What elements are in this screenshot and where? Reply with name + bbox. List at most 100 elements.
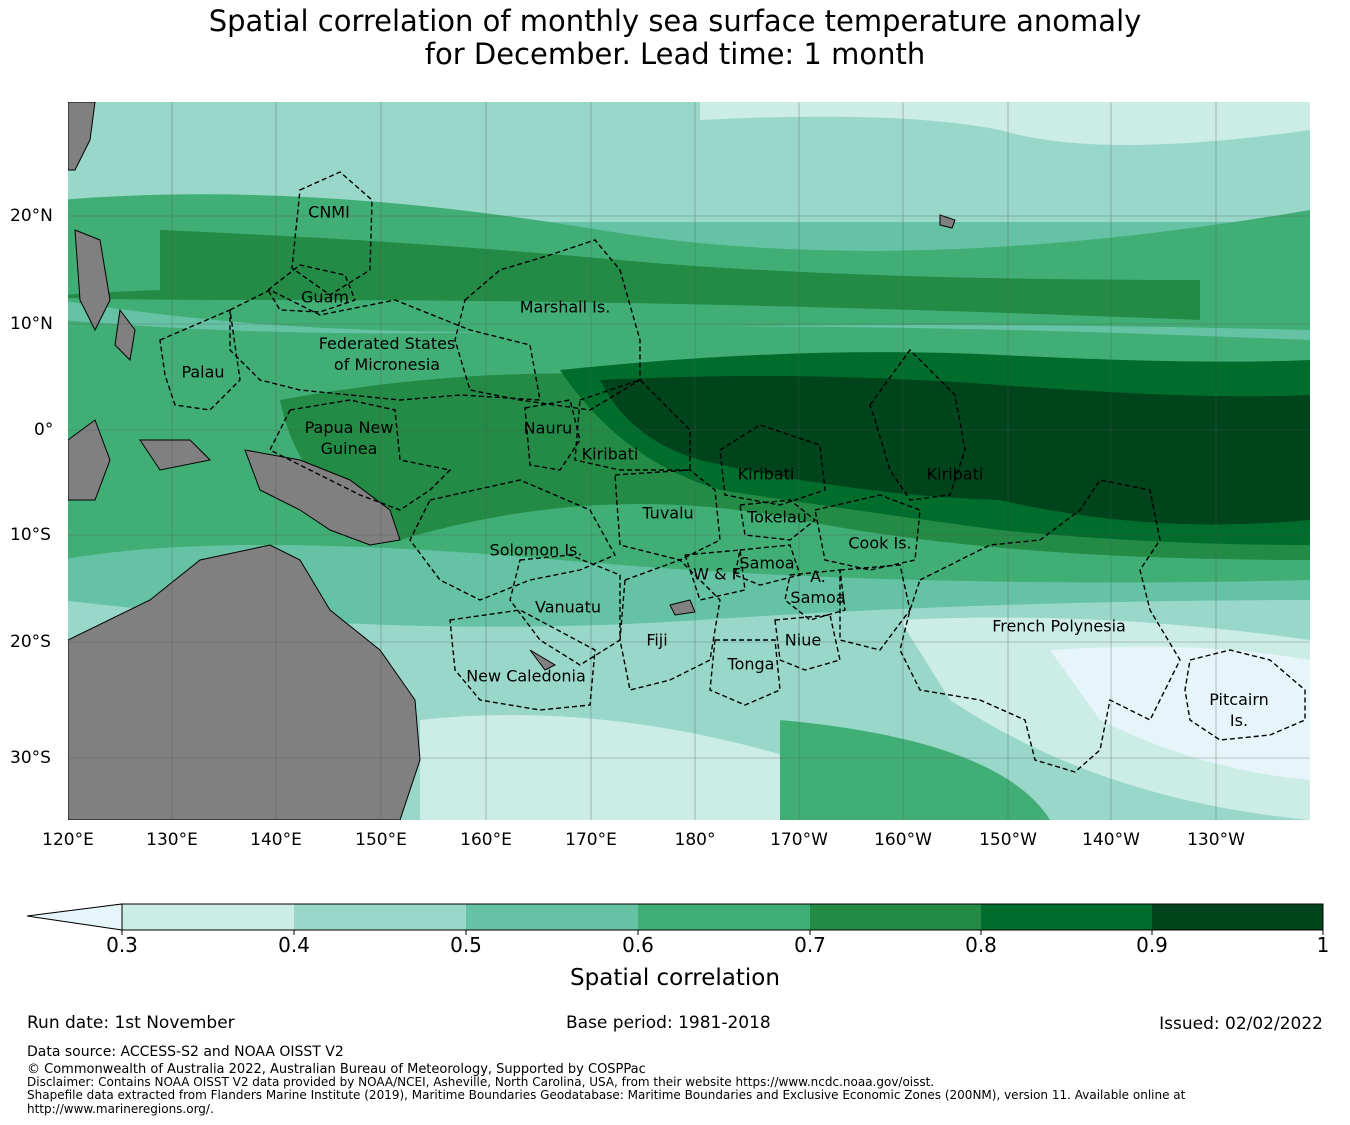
eez-kiribati-line [869, 348, 966, 501]
region-label-fsm: Federated States of Micronesia [318, 334, 456, 374]
halmahera-land [139, 439, 212, 471]
eez-samoa [734, 544, 801, 586]
eez-palau [159, 308, 241, 411]
colorbar-bin-0.3 [122, 904, 294, 930]
title-line-1: Spatial correlation of monthly sea surfa… [208, 4, 1142, 38]
x-tick-180: 180° [674, 830, 716, 850]
region-label-samoa: Samoa [739, 553, 795, 573]
region-label-marshall: Marshall Is. [519, 297, 611, 317]
colorbar-tick-0.6: 0.6 [622, 933, 654, 957]
region-label-kiribati-gilbert: Kiribati [581, 444, 639, 464]
colorbar-frame [121, 903, 1324, 931]
region-label-tuvalu: Tuvalu [642, 503, 694, 523]
region-label-niue: Niue [784, 630, 822, 650]
region-label-solomon: Solomon Is. [489, 540, 583, 560]
y-tick-10n: 10°N [10, 314, 53, 334]
x-tick-170w: 170°W [770, 830, 828, 850]
sst-band-s-mid [780, 720, 1050, 820]
region-label-tonga: Tonga [727, 654, 775, 674]
new-caledonia-land [529, 649, 557, 671]
eez-tonga [709, 639, 781, 706]
x-tick-120e: 120°E [42, 830, 94, 850]
y-tick-0: 0° [34, 420, 54, 440]
eez-kiribati-gilbert [574, 379, 691, 471]
region-label-wallis-futuna: W & F [693, 564, 741, 584]
borneo-sulawesi-land [68, 419, 111, 501]
map-area [68, 102, 1310, 820]
eez-guam [267, 264, 356, 313]
colorbar-tick-0.9: 0.9 [1136, 933, 1168, 957]
shapefile-url: http://www.marineregions.org/. [27, 1102, 214, 1116]
eez-new-caledonia [449, 609, 596, 711]
region-label-tokelau: Tokelau [747, 507, 807, 527]
region-label-american-samoa: A. Samoa [790, 567, 846, 607]
x-tick-130w: 130°W [1187, 830, 1245, 850]
colorbar-bin-0.4 [294, 904, 466, 930]
issued-date: Issued: 02/02/2022 [1159, 1014, 1323, 1034]
title-line-2: for December. Lead time: 1 month [424, 37, 926, 71]
sst-band-se-low [1050, 646, 1310, 780]
copyright: © Commonwealth of Australia 2022, Austra… [27, 1062, 646, 1077]
mindanao-land [114, 308, 136, 362]
x-tick-150e: 150°E [355, 830, 407, 850]
eez-vanuatu [509, 554, 621, 666]
region-label-cnmi: CNMI [308, 202, 350, 222]
shapefile-credit: Shapefile data extracted from Flanders M… [27, 1088, 1186, 1102]
region-label-png: Papua New Guinea [304, 418, 394, 458]
colorbar-tick-0.8: 0.8 [965, 933, 997, 957]
colorbar-tick-1: 1 [1316, 933, 1330, 957]
base-period: Base period: 1981-2018 [566, 1013, 771, 1033]
x-tick-130e: 130°E [146, 830, 198, 850]
colorbar-extend-arrow [26, 903, 123, 931]
eez-png [269, 399, 452, 511]
colorbar-tick-0.3: 0.3 [106, 933, 138, 957]
region-label-new-caledonia: New Caledonia [466, 666, 586, 686]
colorbar [26, 903, 1324, 935]
run-date: Run date: 1st November [27, 1013, 235, 1033]
eez-tokelau [739, 499, 817, 541]
sst-band-max [600, 376, 1310, 525]
philippines-land [74, 229, 111, 332]
asia-land [68, 102, 96, 171]
australia-land [68, 544, 421, 820]
colorbar-bin-0.6 [638, 904, 810, 930]
eez-boundaries [159, 171, 1306, 773]
colorbar-bin-0.7 [810, 904, 981, 930]
new-guinea-land [244, 449, 401, 546]
colorbar-bin-0.5 [466, 904, 638, 930]
x-tick-170e: 170°E [565, 830, 617, 850]
y-tick-30s: 30°S [10, 748, 51, 768]
colorbar-tick-0.5: 0.5 [450, 933, 482, 957]
colorbar-tick-0.7: 0.7 [794, 933, 826, 957]
x-tick-140e: 140°E [250, 830, 302, 850]
eez-solomon [409, 479, 616, 601]
eez-nauru [524, 399, 581, 471]
eez-marshall [454, 239, 641, 411]
region-label-fiji: Fiji [646, 630, 668, 650]
eez-wallis [684, 549, 746, 601]
disclaimer: Disclaimer: Contains NOAA OISST V2 data … [27, 1075, 935, 1089]
y-tick-20n: 20°N [10, 206, 53, 226]
eez-niue [774, 614, 841, 671]
sst-band-10n [68, 230, 1200, 320]
eez-tuvalu [614, 469, 721, 561]
colorbar-bin-0.9 [1152, 904, 1323, 930]
x-tick-160e: 160°E [460, 830, 512, 850]
region-label-palau: Palau [181, 362, 225, 382]
colorbar-tick-0.4: 0.4 [278, 933, 310, 957]
region-label-nauru: Nauru [523, 418, 573, 438]
y-tick-10s: 10°S [10, 525, 51, 545]
region-label-guam: Guam [301, 287, 349, 307]
eez-cnmi [291, 171, 373, 296]
sst-band-nw-low [700, 102, 1310, 145]
eez-kiribati-phoenix [719, 424, 826, 506]
region-label-pitcairn: Pitcairn Is. [1209, 690, 1269, 730]
colorbar-bin-0.8 [981, 904, 1152, 930]
region-label-kiribati-line: Kiribati [926, 464, 984, 484]
y-tick-20s: 20°S [10, 632, 51, 652]
eez-pitcairn [1184, 649, 1306, 741]
eez-fiji [619, 559, 721, 691]
sst-band-tasman [420, 715, 800, 820]
region-label-kiribati-phoenix: Kiribati [737, 464, 795, 484]
